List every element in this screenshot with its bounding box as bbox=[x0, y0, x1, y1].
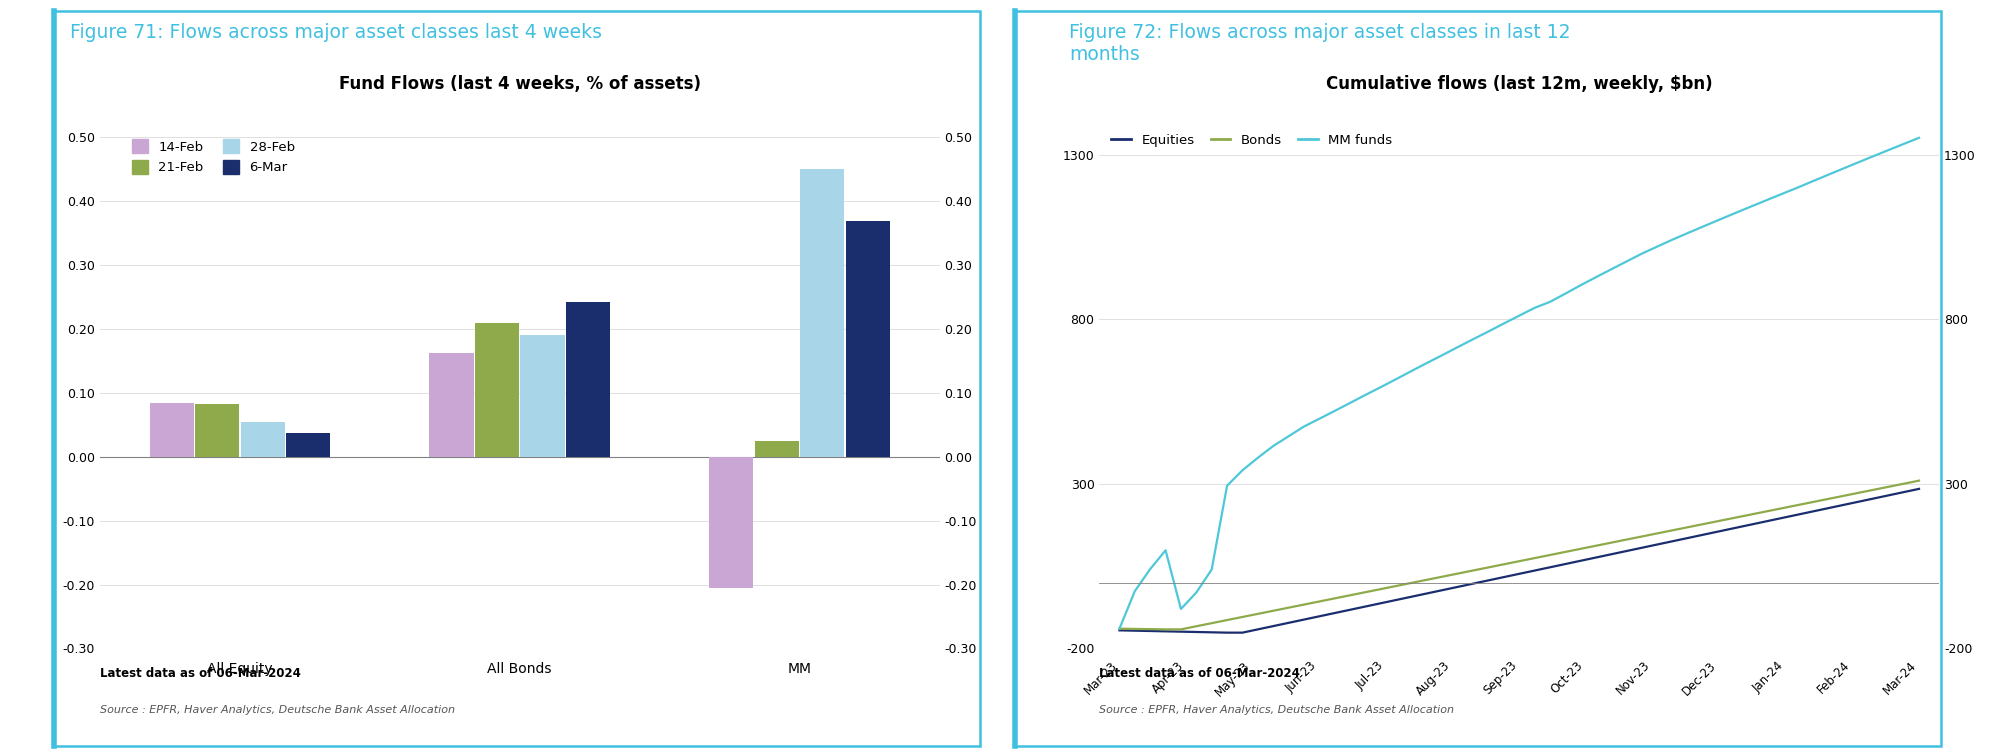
Bar bbox=[196, 404, 240, 457]
Bar bbox=[476, 323, 519, 457]
Text: Figure 72: Flows across major asset classes in last 12
months: Figure 72: Flows across major asset clas… bbox=[1069, 23, 1570, 63]
MM funds bbox=[1614, 257, 1638, 266]
MM funds bbox=[1814, 171, 1838, 180]
Equities bbox=[1830, 501, 1854, 510]
Bar bbox=[240, 421, 284, 457]
Bar bbox=[286, 433, 330, 457]
Line: MM funds: MM funds bbox=[1119, 138, 1918, 629]
Equities bbox=[1736, 520, 1760, 529]
Bar bbox=[430, 353, 474, 457]
Legend: Equities, Bonds, MM funds: Equities, Bonds, MM funds bbox=[1105, 128, 1397, 152]
Bar bbox=[150, 403, 194, 457]
Title: Fund Flows (last 4 weeks, % of assets): Fund Flows (last 4 weeks, % of assets) bbox=[338, 75, 701, 93]
MM funds bbox=[1323, 406, 1347, 415]
Text: Source : EPFR, Haver Analytics, Deutsche Bank Asset Allocation: Source : EPFR, Haver Analytics, Deutsche… bbox=[1099, 705, 1455, 715]
Bonds bbox=[1736, 510, 1760, 520]
Bonds bbox=[1630, 532, 1654, 541]
MM funds bbox=[1107, 624, 1131, 633]
Bonds bbox=[1598, 538, 1622, 547]
Bar bbox=[755, 441, 799, 457]
Bonds bbox=[1337, 590, 1361, 599]
Text: Latest data as of 06-Mar-2024: Latest data as of 06-Mar-2024 bbox=[100, 667, 300, 680]
Bar bbox=[799, 170, 843, 457]
Bar bbox=[845, 220, 889, 457]
Title: Cumulative flows (last 12m, weekly, $bn): Cumulative flows (last 12m, weekly, $bn) bbox=[1325, 75, 1712, 93]
Equities bbox=[1582, 553, 1606, 562]
Bonds bbox=[1107, 624, 1131, 633]
Text: Latest data as of 06-Mar-2024: Latest data as of 06-Mar-2024 bbox=[1099, 667, 1299, 680]
Equities bbox=[1630, 543, 1654, 552]
Bonds bbox=[1153, 625, 1177, 634]
Equities bbox=[1906, 484, 1930, 493]
Bar bbox=[709, 457, 753, 588]
MM funds bbox=[1722, 209, 1746, 218]
Equities bbox=[1107, 626, 1131, 635]
Text: Source : EPFR, Haver Analytics, Deutsche Bank Asset Allocation: Source : EPFR, Haver Analytics, Deutsche… bbox=[100, 705, 456, 715]
Legend: 14-Feb, 21-Feb, 28-Feb, 6-Mar: 14-Feb, 21-Feb, 28-Feb, 6-Mar bbox=[132, 139, 294, 174]
Bonds bbox=[1582, 541, 1606, 550]
Text: Figure 71: Flows across major asset classes last 4 weeks: Figure 71: Flows across major asset clas… bbox=[70, 23, 601, 41]
Bonds bbox=[1830, 492, 1854, 501]
Line: Equities: Equities bbox=[1119, 489, 1918, 633]
Equities bbox=[1215, 628, 1239, 637]
Bar bbox=[565, 302, 609, 457]
Equities bbox=[1337, 605, 1361, 615]
Bonds bbox=[1906, 476, 1930, 485]
Line: Bonds: Bonds bbox=[1119, 480, 1918, 630]
MM funds bbox=[1568, 280, 1592, 290]
MM funds bbox=[1582, 273, 1606, 282]
Equities bbox=[1598, 550, 1622, 559]
Bar bbox=[519, 336, 563, 457]
MM funds bbox=[1906, 133, 1930, 143]
